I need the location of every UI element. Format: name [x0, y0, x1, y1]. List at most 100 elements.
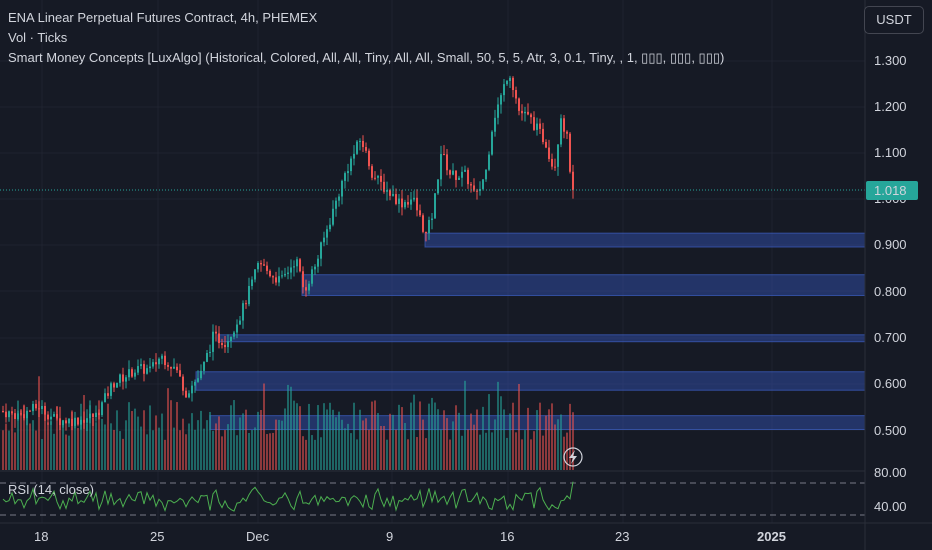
time-tick: 2025 [757, 529, 786, 544]
volume-bar [131, 411, 133, 470]
candle [140, 364, 142, 367]
volume-bar [152, 430, 154, 470]
candle [470, 184, 472, 186]
volume-bar [176, 402, 178, 470]
candle [32, 403, 34, 412]
volume-bar [464, 380, 466, 470]
volume-bar [386, 439, 388, 470]
volume-bar [110, 423, 112, 470]
candle [155, 362, 157, 365]
candle [134, 372, 136, 377]
volume-bar [491, 432, 493, 470]
rsi-indicator-label[interactable]: RSI (14, close) [8, 482, 94, 497]
price-axis[interactable]: 1.300 1.200 1.100 1.000 0.900 0.800 0.70… [874, 53, 907, 514]
candle [128, 369, 130, 378]
volume-bar [8, 430, 10, 470]
volume-bar [11, 412, 13, 470]
candle [509, 77, 511, 81]
volume-bar [284, 408, 286, 470]
volume-bar [569, 403, 571, 470]
time-axis[interactable]: 18 25 Dec 9 16 23 2025 [34, 529, 786, 544]
order-block [217, 334, 866, 343]
candle [14, 413, 16, 419]
candle [569, 133, 571, 172]
candle [392, 194, 394, 196]
volume-bar [356, 439, 358, 470]
volume-bar [455, 405, 457, 470]
volume-bar [224, 430, 226, 470]
candle [362, 140, 364, 148]
volume-bar [188, 423, 190, 470]
price-tick: 0.700 [874, 330, 907, 345]
candle [242, 303, 244, 321]
volume-bar [515, 432, 517, 470]
currency-button[interactable]: USDT [864, 6, 924, 34]
candle [101, 402, 103, 416]
candle [536, 123, 538, 130]
candle [425, 231, 427, 234]
time-tick: 16 [500, 529, 514, 544]
candle [47, 414, 49, 420]
candle [239, 320, 241, 325]
candle [188, 393, 190, 398]
candle [530, 114, 532, 118]
volume-bar [422, 419, 424, 470]
candle [227, 341, 229, 348]
volume-bar [179, 430, 181, 470]
current-price-value: 1.018 [874, 183, 907, 198]
candle [248, 286, 250, 305]
candle [521, 110, 523, 114]
candle [158, 358, 160, 365]
candle [317, 258, 319, 267]
volume-bar [518, 384, 520, 470]
candle [254, 269, 256, 280]
candle [497, 104, 499, 118]
candle [377, 175, 379, 178]
volume-bar [458, 412, 460, 470]
candle [446, 154, 448, 171]
volume-bar [383, 425, 385, 470]
candle [194, 381, 196, 386]
volume-bar [440, 429, 442, 470]
symbol-title[interactable]: ENA Linear Perpetual Futures Contract, 4… [8, 10, 318, 25]
candle [281, 275, 283, 277]
volume-bar [44, 410, 46, 470]
volume-bar [71, 410, 73, 470]
candle [230, 336, 232, 342]
volume-bar [62, 420, 64, 470]
lightning-icon[interactable] [563, 447, 583, 467]
time-tick: 23 [615, 529, 629, 544]
candle [41, 405, 43, 410]
volume-bar [242, 413, 244, 470]
volume-bar [467, 429, 469, 470]
time-tick: 9 [386, 529, 393, 544]
candle [161, 355, 163, 359]
volume-bar [563, 436, 565, 470]
volume-bar [89, 400, 91, 470]
candle [503, 84, 505, 96]
volume-bar [140, 426, 142, 470]
volume-bar [263, 383, 265, 470]
candle [200, 370, 202, 379]
volume-bar [86, 423, 88, 470]
smc-indicator-label[interactable]: Smart Money Concepts [LuxAlgo] (Historic… [8, 50, 725, 65]
volume-bar [317, 405, 319, 470]
volume-bar [359, 409, 361, 470]
volume-bar [443, 410, 445, 470]
volume-bar [551, 403, 553, 470]
volume-bar [20, 409, 22, 470]
volume-bar [401, 407, 403, 470]
volume-bar [35, 430, 37, 470]
volume-bar [38, 376, 40, 470]
candle [107, 393, 109, 396]
candle [368, 150, 370, 167]
volume-bar [311, 435, 313, 470]
volume-indicator-label[interactable]: Vol · Ticks [8, 30, 68, 45]
volume-bar [158, 427, 160, 470]
candle [179, 370, 181, 377]
volume-bar [128, 402, 130, 470]
volume-bar [395, 429, 397, 470]
volume-bar [41, 439, 43, 470]
candle [473, 185, 475, 191]
